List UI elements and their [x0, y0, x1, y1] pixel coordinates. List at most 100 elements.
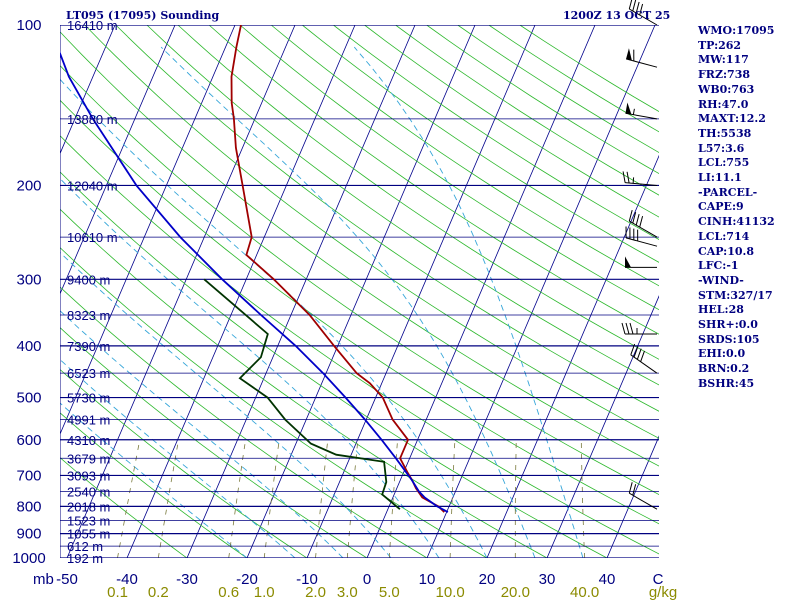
index-item: SRDS:105: [698, 332, 760, 346]
barb-staff: [625, 237, 658, 247]
index-item: LCL:714: [698, 229, 750, 243]
barb-half: [632, 177, 635, 184]
wind-barb: [625, 226, 658, 247]
barb-flag: [625, 256, 631, 268]
barb-full: [640, 350, 645, 362]
moist-adiabat: [60, 310, 344, 558]
isotherm: [546, 295, 659, 558]
dewpoint-line: [203, 278, 401, 510]
dry-adiabat: [60, 64, 659, 495]
temp-tick-label: -20: [236, 571, 258, 588]
barb-full: [622, 171, 626, 183]
index-item: SHR+:0.0: [698, 318, 758, 332]
pressure-tick-label: 300: [16, 271, 41, 288]
height-label: 9400 m: [67, 272, 110, 287]
barb-staff: [630, 354, 658, 374]
index-item: HEL:28: [698, 303, 744, 317]
isotherm: [126, 25, 356, 558]
dry-adiabat: [270, 25, 659, 287]
index-item: -WIND-: [698, 273, 744, 287]
barb-full: [621, 322, 626, 335]
barb-staff: [625, 58, 658, 68]
dry-adiabat: [84, 25, 659, 439]
barb-staff: [625, 182, 658, 186]
pressure-tick-label: 800: [16, 498, 41, 515]
temp-tick-label: 20: [479, 571, 496, 588]
barb-staff: [629, 8, 658, 26]
mixing-ratio-line: [449, 439, 456, 558]
isotherm: [366, 25, 596, 558]
mixing-ratio-label: 2.0: [305, 584, 326, 600]
temp-tick-label: -50: [56, 571, 78, 588]
moist-adiabat: [60, 178, 440, 558]
wind-barb: [628, 482, 658, 510]
dry-adiabat: [394, 25, 659, 196]
height-label: 5730 m: [67, 391, 110, 406]
isotherm: [60, 25, 116, 155]
height-label: 6523 m: [67, 366, 110, 381]
mixing-ratio-label: 0.6: [218, 584, 239, 600]
valid-time: 1200Z 13 OCT 25: [563, 9, 671, 22]
temp-tick-label: 10: [419, 571, 436, 588]
dry-adiabat: [60, 286, 428, 558]
mixing-ratio-line: [388, 439, 398, 558]
wind-barb: [625, 102, 658, 120]
dry-adiabat: [60, 327, 368, 558]
index-item: MAXT:12.2: [698, 112, 766, 126]
temp-tick-label: 30: [539, 571, 556, 588]
barb-full: [626, 171, 630, 184]
barb-full: [632, 484, 637, 496]
barb-full: [630, 343, 636, 355]
dry-adiabat: [60, 457, 188, 558]
chart-series: [60, 25, 449, 513]
index-item: TH:5538: [698, 126, 752, 140]
height-label: 12040 m: [67, 178, 118, 193]
mixing-ratio-label: 0.1: [107, 584, 128, 600]
pressure-tick-label: 100: [16, 17, 41, 34]
dry-adiabat: [425, 25, 659, 175]
pressure-tick-label: 400: [16, 338, 41, 355]
barb-full: [629, 322, 634, 335]
moist-adiabat: [60, 358, 296, 558]
isotherm: [486, 154, 659, 558]
index-item: BRN:0.2: [698, 362, 750, 376]
dry-adiabat: [60, 208, 548, 558]
index-item: WB0:763: [698, 82, 755, 96]
index-item: LI:11.1: [698, 171, 742, 185]
moist-adiabat: [160, 46, 536, 558]
index-item: EHI:0.0: [698, 347, 746, 361]
height-label: 1523 m: [67, 513, 110, 528]
height-label: 2540 m: [67, 484, 110, 499]
index-item: CINH:41132: [698, 215, 775, 229]
isotherm: [426, 25, 656, 558]
isotherm: [306, 25, 536, 558]
temp-tick-label: 0: [363, 571, 371, 588]
height-label: 7390 m: [67, 339, 110, 354]
pressure-tick-label: 900: [16, 526, 41, 543]
mixing-ratio-label: 40.0: [570, 584, 599, 600]
index-item: -PARCEL-: [698, 185, 758, 199]
pressure-tick-label: 200: [16, 177, 41, 194]
mixing-ratio-line: [117, 439, 141, 558]
height-label: 3093 m: [67, 468, 110, 483]
height-label: 4991 m: [67, 413, 110, 428]
dry-adiabat: [332, 25, 659, 240]
wind-barb: [621, 322, 657, 335]
barb-full: [628, 482, 633, 494]
mixing-ratio-line: [263, 439, 280, 558]
isotherm: [606, 435, 659, 558]
moist-adiabat: [353, 46, 584, 558]
index-item: LCL:755: [698, 156, 750, 170]
dry-adiabat: [363, 25, 659, 218]
index-item: BSHR:45: [698, 376, 755, 390]
isotherm: [186, 25, 416, 558]
isotherm: [60, 25, 236, 436]
dry-adiabat: [115, 25, 659, 412]
index-item: LFC:-1: [698, 259, 739, 273]
mixing-ratio-line: [514, 439, 517, 558]
wind-barb: [622, 171, 658, 186]
barb-full: [625, 322, 630, 335]
mixing-ratio-unit: g/kg: [649, 584, 677, 600]
pressure-tick-label: 600: [16, 432, 41, 449]
